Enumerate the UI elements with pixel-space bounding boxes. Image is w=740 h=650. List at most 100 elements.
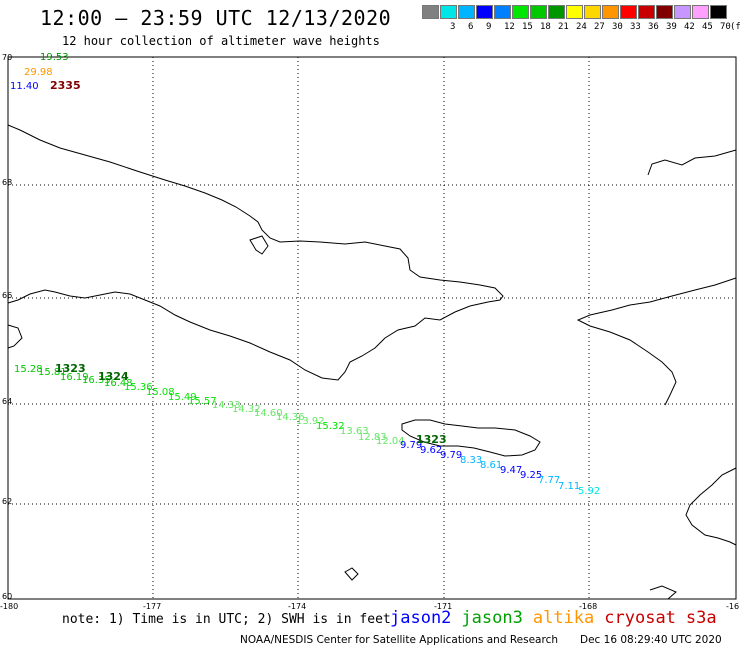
coastline-alaska-west: [576, 277, 737, 406]
coastline-st-lawrence: [401, 419, 541, 457]
legend-swatch: [458, 5, 475, 19]
wave-height-value: 9.47: [500, 465, 522, 476]
wave-height-value: 8.33: [460, 455, 482, 466]
wave-height-value: 9.25: [520, 470, 542, 481]
legend-swatch: [584, 5, 601, 19]
wave-height-value: 16.19: [60, 372, 89, 383]
wave-height-value: 16.35: [82, 375, 111, 386]
coastline-sw-alaska: [685, 467, 737, 546]
wave-height-value: 15.08: [146, 387, 175, 398]
wave-height-value: 12.83: [358, 432, 387, 443]
page-title: 12:00 – 23:59 UTC 12/13/2020: [40, 6, 392, 30]
coastline-chukotka-north: [7, 124, 504, 303]
coastline: [7, 124, 737, 600]
longitude-label: -177: [143, 602, 161, 611]
satellite-legend: jason2 jason3 altika cryosat s3a: [390, 608, 727, 628]
longitude-label: -174: [288, 602, 306, 611]
legend-label: 21: [558, 22, 569, 32]
legend-label: 6: [468, 22, 474, 32]
legend-swatch: [692, 5, 709, 19]
wave-height-value: 9.79: [400, 440, 422, 451]
graticule: [8, 57, 736, 599]
legend-label: 18: [540, 22, 551, 32]
longitude-label: -168: [579, 602, 597, 611]
wave-height-value: 15.28: [14, 364, 43, 375]
legend-label: 3: [450, 22, 456, 32]
legend-swatch: [602, 5, 619, 19]
wave-height-value: 15.81: [38, 367, 67, 378]
coastline-islet: [344, 567, 359, 581]
legend-label: 15: [522, 22, 533, 32]
corner-value: 2335: [50, 79, 81, 92]
wave-height-value: 7.11: [558, 481, 580, 492]
wave-height-value: 13.63: [340, 426, 369, 437]
legend-swatch: [440, 5, 457, 19]
pass-time-label: 1324: [98, 370, 129, 383]
credit-text: NOAA/NESDIS Center for Satellite Applica…: [240, 634, 558, 646]
legend-swatch: [530, 5, 547, 19]
legend-swatches: [422, 5, 740, 19]
wave-height-value: 15.36: [124, 382, 153, 393]
footer-note: note: 1) Time is in UTC; 2) SWH is in fe…: [62, 612, 391, 627]
satellite-name: s3a: [685, 608, 717, 628]
legend-swatch: [710, 5, 727, 19]
satellite-name: jason2: [390, 608, 452, 628]
legend-label: 27: [594, 22, 605, 32]
satellite-name: cryosat: [604, 608, 676, 628]
latitude-label: 70: [2, 53, 12, 62]
map-frame: [7, 56, 737, 600]
legend-label: 30: [612, 22, 623, 32]
legend-label: 36: [648, 22, 659, 32]
coastline-bay: [7, 324, 23, 349]
longitude-label: -16: [726, 602, 739, 611]
wave-height-value: 14.60: [254, 408, 283, 419]
legend-swatch: [638, 5, 655, 19]
pass-time-label: 1323: [55, 362, 86, 375]
wave-height-value: 16.48: [104, 378, 133, 389]
legend-label: 12: [504, 22, 515, 32]
corner-value: 19.53: [40, 52, 69, 63]
page-subtitle: 12 hour collection of altimeter wave hei…: [62, 34, 380, 48]
satellite-name: altika: [532, 608, 595, 628]
legend-label: 70: [720, 22, 731, 32]
legend-swatch: [548, 5, 565, 19]
corner-value: 11.40: [10, 81, 39, 92]
wave-height-value: 7.77: [538, 475, 560, 486]
legend-label: 42: [684, 22, 695, 32]
longitude-label: -171: [434, 602, 452, 611]
legend-swatch: [422, 5, 439, 19]
latitude-label: 64: [2, 397, 12, 406]
wave-height-value: 15.49: [168, 392, 197, 403]
corner-values: 19.53 29.98 11.40 2335: [10, 52, 81, 92]
coastline-inlet: [249, 235, 269, 255]
axis-labels: 70 68 66 64 62 60-180 -177 -174 -171 -168 -16: [0, 53, 739, 611]
satellite-name: jason3: [461, 608, 523, 628]
legend-label: 39: [666, 22, 677, 32]
legend-label: 24: [576, 22, 587, 32]
legend-label: 45: [702, 22, 713, 32]
legend-swatch: [566, 5, 583, 19]
wave-height-value: 14.36: [276, 412, 305, 423]
latitude-label: 68: [2, 178, 12, 187]
legend-swatch: [476, 5, 493, 19]
coastline-nunivak: [649, 585, 677, 600]
wave-height-value: 15.32: [316, 421, 345, 432]
coastline-chukotka-south: [7, 289, 489, 381]
corner-value: 29.98: [24, 67, 53, 78]
longitude-label: -180: [0, 602, 18, 611]
latitude-label: 66: [2, 291, 12, 300]
wave-height-value: 15.57: [188, 396, 217, 407]
generated-time: Dec 16 08:29:40 UTC 2020: [580, 634, 722, 646]
wave-height-value: 8.61: [480, 460, 502, 471]
satellite-track: 15.2815.8116.1916.3516.4815.3615.0815.49…: [14, 362, 600, 497]
latitude-label: 60: [2, 592, 12, 601]
wave-height-value: 13.92: [296, 416, 325, 427]
wave-height-value: 9.79: [440, 450, 462, 461]
latitude-label: 62: [2, 497, 12, 506]
legend-swatch: [620, 5, 637, 19]
wave-height-value: 5.92: [578, 486, 600, 497]
legend-swatch: [512, 5, 529, 19]
